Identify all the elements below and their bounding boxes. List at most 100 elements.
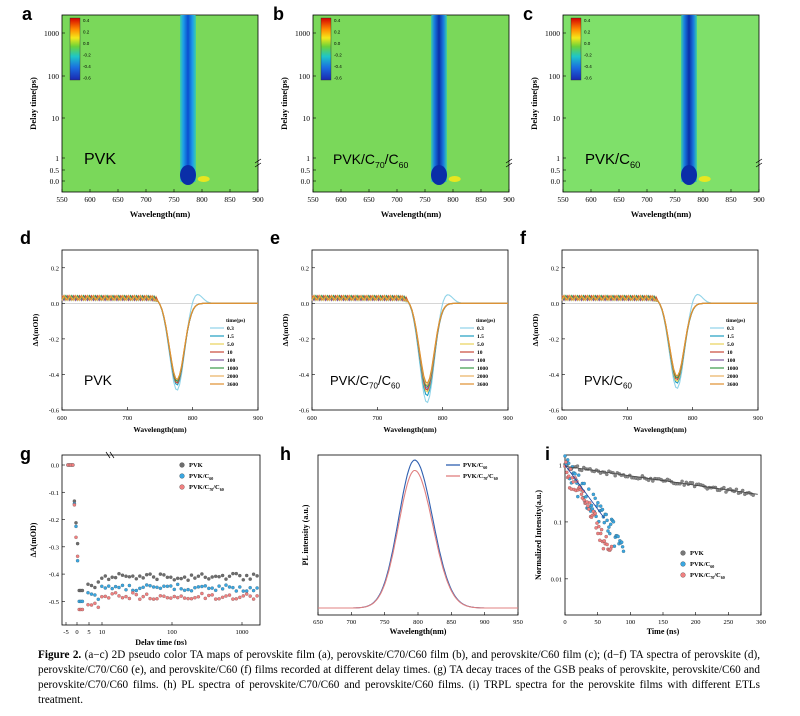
legend-entry: 3600: [477, 382, 488, 388]
legend-entry: PVK: [189, 462, 203, 469]
y-tick-label: 0.01: [551, 576, 562, 583]
legend-entry: 5.0: [227, 342, 234, 348]
data-point: [235, 572, 238, 575]
data-point: [221, 587, 224, 590]
panel-letter: g: [20, 444, 31, 464]
data-point: [107, 585, 110, 588]
x-tick-label: 300: [756, 619, 766, 626]
data-point: [211, 593, 214, 596]
data-point: [224, 594, 227, 597]
y-tick-label: 10: [52, 114, 60, 123]
y-tick-label: -0.4: [299, 372, 310, 379]
x-tick-label: 700: [372, 415, 382, 422]
x-tick-label: 550: [557, 195, 569, 204]
colorbar-tick: -0.4: [334, 64, 342, 69]
data-point: [197, 575, 200, 578]
data-point: [190, 597, 193, 600]
x-tick-label: 650: [112, 195, 124, 204]
colorbar-tick: 0.0: [334, 41, 341, 46]
legend-entry: 3600: [227, 382, 238, 388]
panel-letter: d: [20, 228, 31, 248]
x-tick-label: 900: [753, 195, 765, 204]
data-point: [169, 576, 172, 579]
decay-panel-g: 0.0-0.1-0.2-0.3-0.4-0.5-5 0 5 10 100 1000Dela…: [20, 444, 260, 645]
panel-label-pvk: PVK: [84, 151, 116, 168]
label-subscript: 60: [721, 575, 725, 580]
data-point: [111, 592, 114, 595]
panel-label-pvk-c70-c60: PVK/C70/C60: [330, 373, 400, 391]
data-point: [605, 473, 608, 476]
data-point: [200, 572, 203, 575]
legend-entry: 2000: [727, 374, 738, 380]
data-point: [173, 588, 176, 591]
data-point: [183, 597, 186, 600]
colorbar-tick: -0.4: [584, 64, 592, 69]
panel-letter: b: [273, 4, 284, 24]
data-point: [572, 480, 575, 483]
data-point: [224, 584, 227, 587]
data-point: [583, 482, 586, 485]
data-point: [104, 586, 107, 589]
y-axis-title: PL intensity (a.u.): [301, 504, 310, 565]
data-point: [176, 596, 179, 599]
data-point: [131, 591, 134, 594]
label-subscript: 60: [220, 487, 224, 492]
x-tick-label: 900: [252, 195, 264, 204]
legend-entry: 5.0: [727, 342, 734, 348]
data-point: [610, 545, 613, 548]
ta-spectra-panel-e: 0.20.0-0.2-0.4-0.6600 700 800 900Wavelength…: [270, 228, 513, 434]
data-point: [121, 596, 124, 599]
label-text: /C: [385, 151, 399, 167]
data-point: [138, 598, 141, 601]
legend-marker: [180, 485, 185, 490]
data-point: [600, 528, 603, 531]
data-point: [576, 465, 579, 468]
data-point: [256, 574, 259, 577]
data-point: [612, 520, 615, 523]
y-tick-label: -0.6: [549, 408, 560, 415]
colorbar-tick: 0.2: [334, 30, 341, 35]
y-tick-label: 0.5: [551, 166, 561, 175]
data-point: [211, 575, 214, 578]
label-subscript: 60: [623, 382, 632, 391]
data-point: [86, 591, 89, 594]
x-tick-label: 0: [75, 629, 78, 636]
data-point: [252, 573, 255, 576]
data-point: [207, 587, 210, 590]
y-tick-label: -0.4: [49, 572, 60, 579]
data-point: [145, 583, 148, 586]
caption-text: (a−c) 2D pseudo color TA maps of perovsk…: [38, 649, 760, 706]
legend-entry: 1.5: [477, 334, 484, 340]
legend-title: time(ps): [476, 317, 495, 324]
data-point: [594, 497, 597, 500]
y-tick-label: 0.2: [51, 265, 59, 272]
data-point: [214, 598, 217, 601]
data-point: [128, 575, 131, 578]
bleach-core: [431, 165, 447, 185]
data-point: [135, 589, 138, 592]
data-point: [577, 474, 580, 477]
data-point: [166, 576, 169, 579]
y-tick-label: 100: [48, 72, 60, 81]
data-point: [252, 598, 255, 601]
data-point: [142, 576, 145, 579]
bleach-core: [681, 165, 697, 185]
y-axis-title: Normalized Intensity(a.u.): [534, 490, 543, 580]
bleach-band: [681, 15, 697, 182]
data-point: [193, 586, 196, 589]
panel-letter: f: [520, 228, 527, 248]
y-tick-label: 0.0: [50, 177, 60, 186]
legend-entry: 2000: [227, 374, 238, 380]
y-tick-label: 100: [549, 72, 561, 81]
legend-entry: 0.3: [727, 326, 734, 332]
x-tick-label: 800: [688, 415, 698, 422]
x-tick-label: 700: [622, 415, 632, 422]
data-point: [135, 577, 138, 580]
x-tick-label: 800: [188, 415, 198, 422]
label-text: PVK/C: [690, 561, 711, 568]
label-text: PVK/C: [584, 373, 623, 388]
data-point: [81, 608, 84, 611]
data-point: [152, 575, 155, 578]
y-axis-title: ΔA(mOD): [29, 522, 38, 557]
legend-entry: 0.3: [477, 326, 484, 332]
